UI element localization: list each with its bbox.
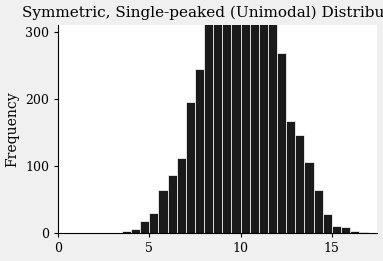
Bar (149, 213, 159, 233)
Y-axis label: Frequency: Frequency (6, 92, 20, 167)
Bar (323, 214, 332, 233)
Bar (304, 162, 314, 233)
Bar (168, 175, 177, 233)
Bar (213, 0, 223, 233)
Bar (223, 0, 231, 233)
Bar (195, 69, 204, 233)
Bar (359, 232, 368, 233)
Bar (131, 229, 140, 233)
Bar (140, 221, 149, 233)
Bar (186, 103, 195, 233)
Bar (268, 2, 277, 233)
Bar (286, 121, 295, 233)
Bar (177, 158, 186, 233)
Bar (314, 190, 323, 233)
Bar (231, 0, 241, 233)
Bar (350, 232, 359, 233)
Bar (332, 226, 341, 233)
Bar (241, 0, 250, 233)
Bar (259, 0, 268, 233)
Bar (277, 54, 286, 233)
Title: Symmetric, Single-peaked (Unimodal) Distribution: Symmetric, Single-peaked (Unimodal) Dist… (21, 5, 383, 20)
Bar (341, 227, 350, 233)
Bar (159, 191, 168, 233)
Bar (204, 5, 213, 233)
Bar (122, 231, 131, 233)
Bar (295, 135, 304, 233)
Bar (250, 0, 259, 233)
